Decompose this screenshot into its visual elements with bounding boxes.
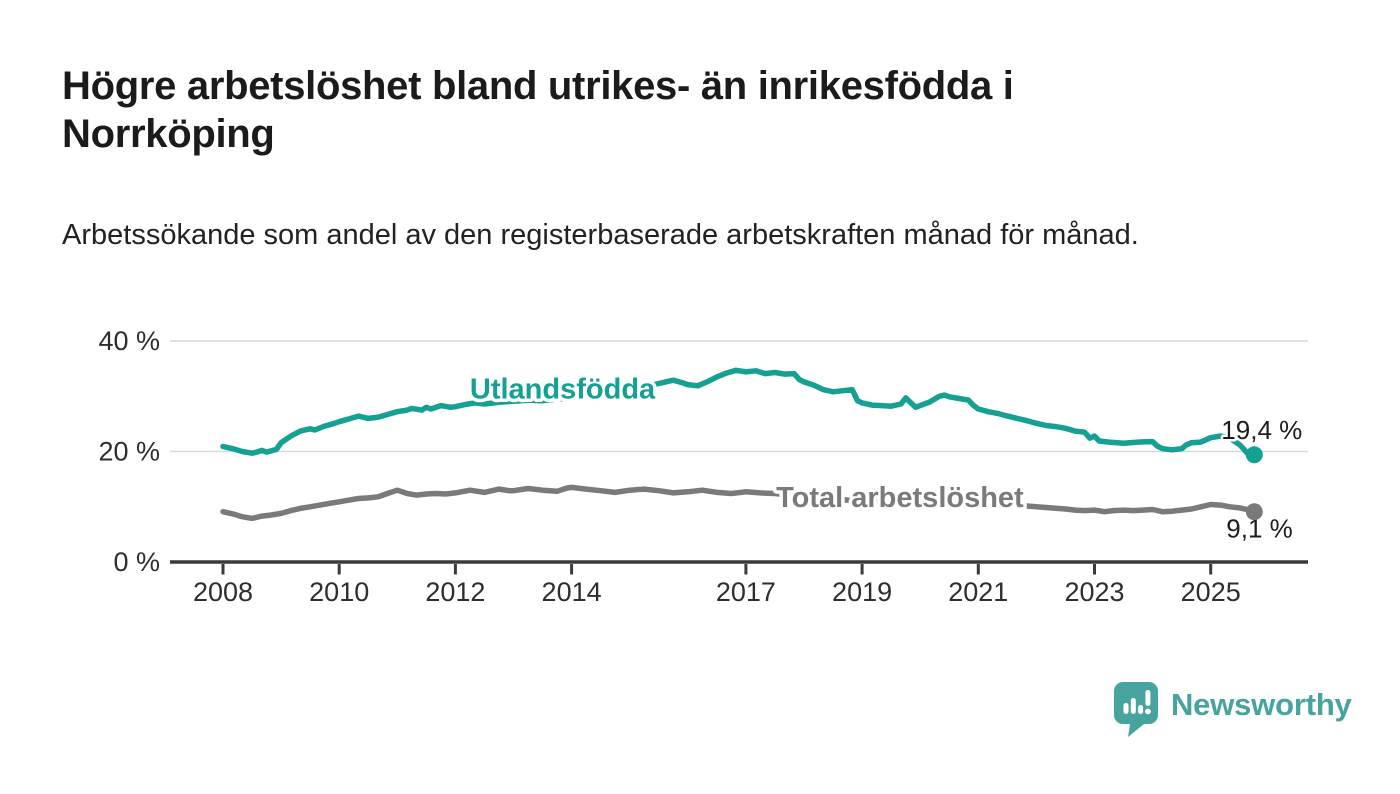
- brand: Newsworthy: [1114, 682, 1352, 738]
- end-value-label-utlandsfodda: 19,4 %: [1221, 415, 1302, 445]
- series-line-utlandsfodda: [220, 367, 1258, 459]
- x-tick-label-2023: 2023: [1064, 577, 1124, 607]
- y-tick-label-40: 40 %: [98, 326, 160, 356]
- x-tick-label-2012: 2012: [425, 577, 485, 607]
- chart-subtitle: Arbetssökande som andel av den registerb…: [62, 219, 1139, 251]
- end-dot-utlandsfodda: [1245, 446, 1263, 464]
- end-value-label-total-arbetsloshet: 9,1 %: [1226, 514, 1293, 544]
- newsworthy-logo-text: Newsworthy: [1171, 687, 1352, 722]
- x-tick-label-2010: 2010: [309, 577, 369, 607]
- x-tick-label-2025: 2025: [1181, 577, 1241, 607]
- x-tick-label-2021: 2021: [948, 577, 1008, 607]
- x-tick-label-2017: 2017: [716, 577, 776, 607]
- chart-title: Högre arbetslöshet bland utrikes- än inr…: [62, 64, 1014, 156]
- x-tick-label-2014: 2014: [542, 577, 602, 607]
- x-tick-label-2008: 2008: [193, 577, 253, 607]
- series-line-total-arbetsloshet: [220, 484, 1258, 522]
- series-label-utlandsfodda: Utlandsfödda: [470, 374, 656, 406]
- series-label-total-arbetsloshet: Total arbetslöshet: [776, 482, 1024, 514]
- y-tick-label-0: 0 %: [113, 547, 160, 577]
- end-dot-total-arbetsloshet: [1245, 503, 1263, 521]
- x-tick-label-2019: 2019: [832, 577, 892, 607]
- newsworthy-logo-icon: [1114, 682, 1158, 737]
- y-tick-label-20: 20 %: [98, 437, 160, 467]
